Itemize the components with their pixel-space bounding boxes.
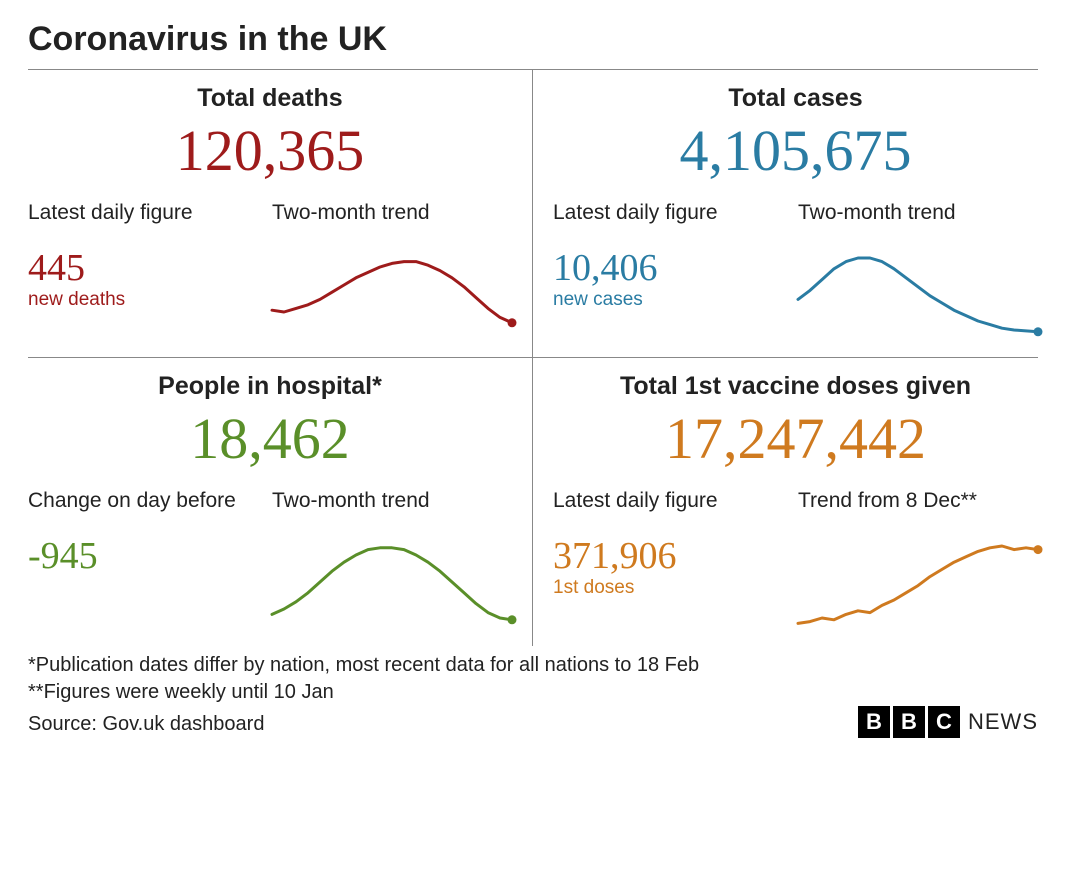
sub-number: 445 [28,249,260,287]
page-title: Coronavirus in the UK [28,20,1038,70]
sub-caption: 1st doses [553,577,786,599]
sub-number: -945 [28,537,260,575]
bbc-box-3: C [928,706,960,738]
big-number: 4,105,675 [553,119,1038,183]
panel-cases: Total cases 4,105,675 Latest daily figur… [533,70,1038,358]
sub-label-right: Trend from 8 Dec** [798,489,1038,513]
sub-number: 371,906 [553,537,786,575]
sparkline-cases [798,249,1038,339]
sub-label-left: Latest daily figure [28,201,260,225]
sub-label-left: Change on day before [28,489,260,513]
panel-vaccines: Total 1st vaccine doses given 17,247,442… [533,358,1038,646]
sub-caption: new cases [553,289,786,311]
panel-deaths: Total deaths 120,365 Latest daily figure… [28,70,533,358]
source-line: Source: Gov.uk dashboard [28,711,264,738]
panel-title: Total cases [553,84,1038,113]
footnote-2: **Figures were weekly until 10 Jan [28,679,1038,706]
panel-title: Total 1st vaccine doses given [553,372,1038,401]
sub-label-right: Two-month trend [798,201,1038,225]
sub-caption: new deaths [28,289,260,311]
panel-title: People in hospital* [28,372,512,401]
sub-label-right: Two-month trend [272,489,512,513]
sub-label-left: Latest daily figure [553,489,786,513]
big-number: 120,365 [28,119,512,183]
sparkline-hospital [272,537,512,627]
panel-hospital: People in hospital* 18,462 Change on day… [28,358,533,646]
sub-label-left: Latest daily figure [553,201,786,225]
sub-label-right: Two-month trend [272,201,512,225]
sub-number: 10,406 [553,249,786,287]
panel-title: Total deaths [28,84,512,113]
bbc-news-word: NEWS [968,707,1038,737]
footnotes: *Publication dates differ by nation, mos… [28,652,1038,738]
bbc-box-2: B [893,706,925,738]
bbc-box-1: B [858,706,890,738]
footnote-1: *Publication dates differ by nation, mos… [28,652,1038,679]
sparkline-vaccines [798,537,1038,627]
sparkline-deaths [272,249,512,339]
big-number: 17,247,442 [553,407,1038,471]
bbc-news-logo: B B C NEWS [858,706,1038,738]
stats-grid: Total deaths 120,365 Latest daily figure… [28,70,1038,646]
big-number: 18,462 [28,407,512,471]
